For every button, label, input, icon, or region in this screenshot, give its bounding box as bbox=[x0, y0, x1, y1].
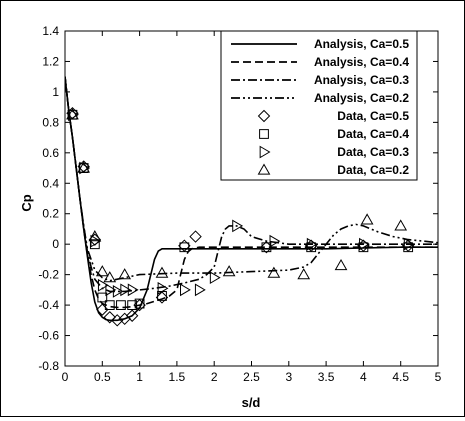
data-point-square bbox=[127, 300, 138, 310]
data-point-triangle-right bbox=[359, 237, 370, 251]
legend-label: Analysis, Ca=0.5 bbox=[314, 37, 409, 51]
legend-label: Analysis, Ca=0.2 bbox=[314, 91, 409, 105]
data-point-triangle-right bbox=[79, 161, 91, 175]
data-point-diamond bbox=[133, 298, 146, 312]
legend-marker-swatch bbox=[257, 163, 271, 175]
x-tick-label: 4.5 bbox=[392, 370, 409, 384]
data-point-diamond bbox=[103, 311, 116, 324]
data-point-triangle-up bbox=[77, 161, 91, 173]
data-point-triangle-up bbox=[118, 268, 132, 280]
data-point-triangle-right bbox=[269, 234, 281, 248]
legend-marker-swatch bbox=[257, 109, 271, 123]
data-point-triangle-up bbox=[334, 258, 348, 271]
y-tick-label: 0.4 bbox=[42, 176, 59, 190]
data-point-diamond bbox=[155, 291, 169, 304]
series-line-4 bbox=[65, 76, 438, 282]
data-point-triangle-right bbox=[157, 281, 169, 295]
data-point-square bbox=[157, 291, 167, 301]
data-point-diamond bbox=[125, 309, 139, 322]
data-point-triangle-right bbox=[306, 237, 318, 251]
y-axis-title: Cp bbox=[19, 194, 34, 211]
y-tick-label: 1.4 bbox=[42, 24, 59, 38]
y-tick-label: 0.6 bbox=[42, 146, 59, 160]
legend-marker-swatch bbox=[259, 145, 271, 159]
data-point-square bbox=[97, 292, 108, 303]
data-point-triangle-right bbox=[105, 283, 117, 297]
y-tick-label: -0.6 bbox=[38, 329, 59, 343]
data-point-triangle-up bbox=[88, 230, 102, 242]
x-tick-label: 2 bbox=[211, 370, 218, 384]
data-point-diamond bbox=[96, 303, 109, 316]
data-point-square bbox=[261, 242, 272, 253]
y-tick-label: 0.8 bbox=[42, 115, 59, 129]
data-point-square bbox=[134, 298, 145, 309]
data-point-diamond bbox=[111, 314, 124, 327]
legend-label: Data, Ca=0.3 bbox=[337, 145, 409, 159]
y-tick-label: 0.2 bbox=[42, 207, 59, 221]
data-point-triangle-right bbox=[180, 283, 191, 297]
axes-layer: 0 0.5 1 1.5 2 2.5 3 3.5 4 4.5 5 -0.8 -0.6 -0.4 -0.2 0 0.… bbox=[38, 24, 441, 384]
data-point-triangle-right bbox=[97, 278, 109, 292]
legend: Analysis, Ca=0.5 Analysis, Ca=0.4 Analysis… bbox=[220, 30, 418, 181]
data-point-triangle-up bbox=[222, 265, 236, 277]
legend-label: Data, Ca=0.4 bbox=[337, 127, 409, 141]
data-point-square bbox=[358, 242, 369, 253]
y-tick-label: -0.4 bbox=[38, 298, 59, 312]
legend-label: Data, Ca=0.2 bbox=[337, 163, 409, 177]
y-tick-label: 0 bbox=[52, 237, 59, 251]
data-point-triangle-up bbox=[297, 268, 311, 280]
x-tick-label: 1.5 bbox=[169, 370, 186, 384]
x-tick-label: 0 bbox=[62, 370, 69, 384]
legend-label: Analysis, Ca=0.3 bbox=[314, 73, 409, 87]
series-layer bbox=[65, 76, 438, 327]
data-point-triangle-up bbox=[66, 108, 79, 120]
data-point-triangle-right bbox=[194, 283, 206, 297]
data-point-triangle-up bbox=[394, 219, 408, 231]
x-tick-label: 2.5 bbox=[243, 370, 260, 384]
data-point-square bbox=[403, 242, 414, 253]
x-tick-label: 3 bbox=[285, 370, 292, 384]
data-point-square bbox=[116, 300, 126, 310]
data-point-triangle-up bbox=[103, 271, 117, 283]
legend-marker-swatch bbox=[259, 129, 269, 139]
legend-label: Analysis, Ca=0.4 bbox=[314, 55, 409, 69]
data-point-triangle-right bbox=[209, 271, 221, 285]
data-point-square bbox=[104, 300, 115, 310]
data-point-diamond bbox=[189, 230, 202, 243]
data-point-triangle-right bbox=[112, 285, 124, 298]
y-tick-label: -0.2 bbox=[38, 268, 59, 282]
legend-box bbox=[220, 30, 418, 181]
data-point-square bbox=[306, 242, 317, 253]
y-tick-label: 1.2 bbox=[42, 54, 59, 68]
x-tick-label: 3.5 bbox=[318, 370, 335, 384]
data-point-square bbox=[89, 239, 100, 250]
data-point-square bbox=[179, 242, 190, 253]
y-tick-label: 1 bbox=[52, 85, 59, 99]
data-point-triangle-up bbox=[360, 213, 374, 225]
y-tick-label: -0.8 bbox=[38, 359, 59, 373]
data-point-triangle-right bbox=[232, 219, 244, 233]
data-point-triangle-right bbox=[127, 283, 139, 297]
legend-label: Data, Ca=0.5 bbox=[337, 109, 409, 123]
data-point-triangle-up bbox=[155, 266, 169, 278]
data-point-triangle-right bbox=[403, 237, 415, 251]
data-point-triangle-right bbox=[120, 283, 132, 297]
x-tick-label: 5 bbox=[435, 370, 442, 384]
data-point-triangle-right bbox=[68, 108, 79, 122]
data-point-triangle-up bbox=[95, 265, 109, 277]
x-tick-label: 1 bbox=[136, 370, 143, 384]
x-axis-title: s/d bbox=[242, 395, 261, 410]
x-tick-label: 4 bbox=[360, 370, 367, 384]
data-point-triangle-up bbox=[267, 266, 281, 278]
x-tick-label: 0.5 bbox=[94, 370, 111, 384]
